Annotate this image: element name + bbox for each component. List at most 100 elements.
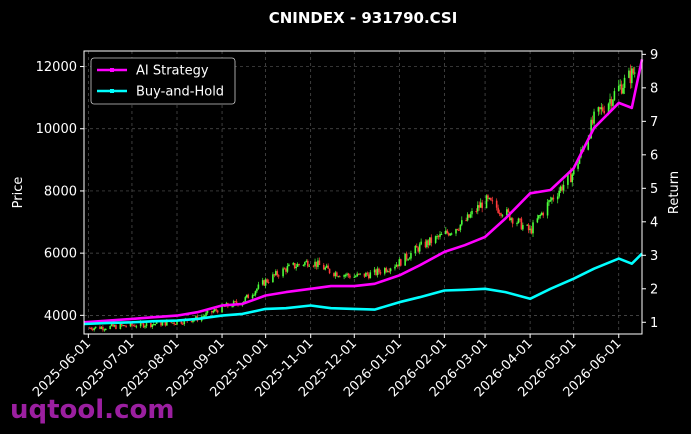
candle-body — [395, 264, 398, 267]
y2-tick-label: 4 — [650, 215, 658, 230]
candle-body — [110, 324, 113, 327]
candle-body — [548, 200, 550, 203]
candle-body — [593, 111, 595, 124]
candle-body — [577, 163, 579, 169]
candle-body — [337, 276, 340, 278]
candle-body — [487, 195, 489, 199]
candle-body — [501, 215, 504, 217]
candle-body — [139, 322, 142, 327]
y-axis-left: 4000 6000 8000 10000 12000 — [36, 60, 84, 324]
candle-body — [632, 68, 635, 74]
candle-body — [488, 197, 491, 199]
candle-body — [119, 324, 122, 329]
candle-body — [155, 321, 158, 325]
candle-body — [151, 324, 154, 327]
candle-body — [192, 320, 194, 323]
candle-body — [304, 262, 306, 265]
candle-body — [623, 77, 626, 88]
candle-body — [206, 310, 209, 313]
candle-body — [144, 326, 146, 328]
candle-body — [203, 315, 206, 317]
series-line-ai-strategy — [83, 59, 644, 324]
candle-body — [549, 200, 552, 202]
candle-body — [125, 326, 127, 328]
candle-body — [526, 224, 529, 226]
candle-body — [404, 253, 406, 266]
candle-body — [479, 202, 482, 208]
candle-body — [93, 328, 95, 331]
candle-body — [264, 279, 267, 286]
candle-body — [333, 273, 335, 277]
candle-body — [446, 230, 449, 234]
candle-body — [112, 324, 114, 327]
candle-body — [166, 321, 168, 326]
candle-body — [429, 237, 431, 246]
candle-body — [519, 218, 521, 220]
candle-body — [298, 264, 300, 266]
candle-body — [312, 265, 315, 267]
candle-body — [389, 268, 392, 272]
candle-body — [629, 70, 632, 84]
candle-body — [508, 211, 511, 221]
y-tick-label: 4000 — [44, 309, 77, 324]
candle-body — [254, 291, 257, 295]
candle-body — [481, 202, 483, 209]
candle-body — [182, 323, 184, 325]
candle-body — [476, 205, 479, 212]
candle-body — [369, 272, 372, 279]
candle-body — [506, 209, 508, 216]
candle-body — [532, 222, 534, 234]
candle-body — [510, 218, 513, 221]
candle-body — [305, 260, 308, 263]
candle-body — [129, 322, 132, 327]
candle-body — [591, 119, 594, 124]
legend: AI Strategy Buy-and-Hold — [90, 57, 236, 105]
candle-body — [211, 310, 213, 313]
candle-body — [511, 218, 514, 224]
candle-body — [288, 264, 290, 267]
y2-tick-label: 8 — [650, 81, 658, 96]
candle-body — [235, 301, 238, 304]
candle-body — [491, 200, 494, 202]
candle-body — [450, 233, 453, 235]
candle-body — [273, 274, 276, 276]
candle-body — [399, 259, 402, 266]
candle-body — [375, 269, 377, 275]
candle-body — [571, 174, 574, 183]
candle-body — [415, 245, 418, 248]
candle-body — [498, 212, 501, 214]
candle-body — [213, 309, 216, 312]
candle-body — [556, 196, 559, 200]
candle-body — [164, 321, 167, 326]
candle-body — [394, 266, 396, 269]
candle-body — [365, 272, 367, 277]
candle-body — [628, 70, 630, 78]
candle-body — [610, 99, 613, 106]
x-axis: 2025-06-012025-07-012025-08-012025-09-01… — [30, 334, 625, 400]
candle-body — [612, 99, 614, 106]
candle-body — [388, 271, 390, 273]
candle-body — [327, 265, 329, 269]
candle-body — [328, 268, 331, 274]
candle-body — [132, 325, 135, 327]
candle-body — [527, 224, 530, 231]
candle-body — [546, 202, 549, 216]
candle-body — [325, 265, 328, 268]
candle-body — [343, 275, 345, 277]
candle-body — [123, 325, 126, 327]
candle-body — [247, 294, 250, 299]
candle-body — [103, 329, 106, 331]
candle-body — [378, 268, 380, 273]
series-lines — [83, 59, 644, 326]
candle-body — [559, 186, 562, 191]
candle-body — [221, 304, 223, 313]
candle-body — [466, 214, 469, 221]
candle-body — [383, 268, 386, 274]
candle-body — [459, 224, 462, 230]
candle-body — [561, 186, 563, 191]
candle-body — [418, 244, 421, 252]
candle-body — [520, 218, 523, 230]
candle-body — [426, 240, 428, 248]
candle-body — [276, 271, 279, 276]
candle-body — [587, 138, 590, 150]
